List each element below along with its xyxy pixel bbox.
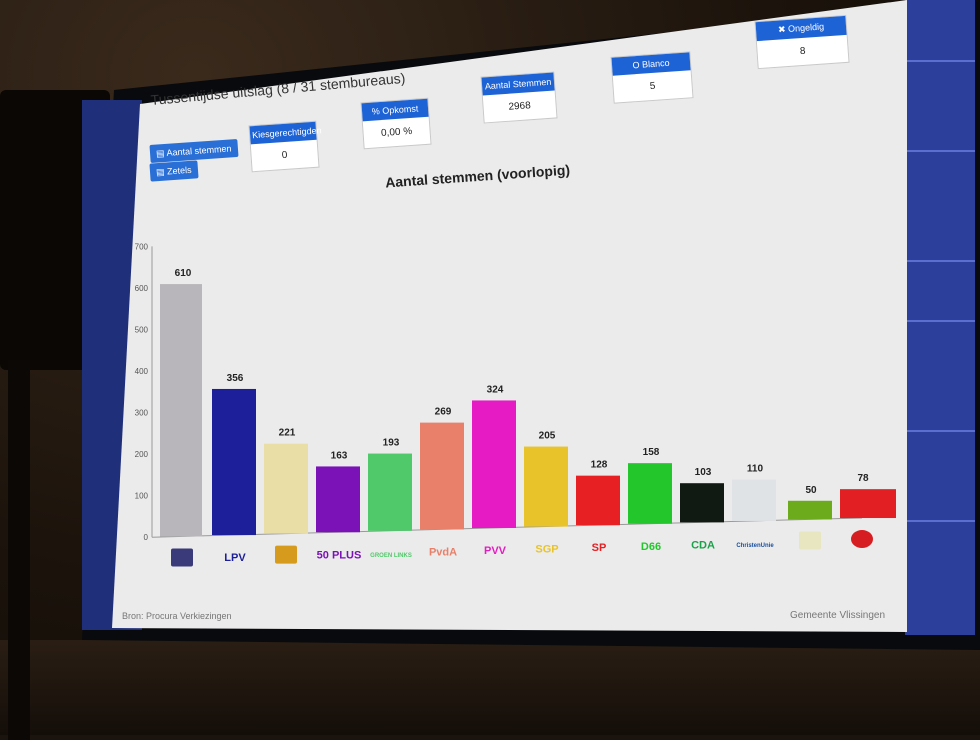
bar xyxy=(524,446,568,527)
bar-value-label: 128 xyxy=(591,460,608,471)
party-logo: ChristenUnie xyxy=(736,543,774,549)
org-label: Gemeente Vlissingen xyxy=(790,610,886,621)
y-tick-label: 300 xyxy=(135,409,149,418)
party-logo: D66 xyxy=(641,541,661,553)
bar xyxy=(840,489,896,519)
party-logo: GROEN LINKS xyxy=(370,553,412,559)
bar xyxy=(160,284,202,537)
bar-value-label: 50 xyxy=(805,485,817,496)
y-tick-label: 200 xyxy=(135,450,149,459)
bar-value-label: 205 xyxy=(539,431,556,442)
bar-value-label: 103 xyxy=(695,467,712,478)
y-tick-label: 400 xyxy=(135,367,149,376)
bar xyxy=(788,500,832,520)
bar xyxy=(212,388,256,536)
bar-value-label: 324 xyxy=(487,384,504,395)
bar-value-label: 163 xyxy=(331,450,348,461)
party-logo: CDA xyxy=(691,539,715,551)
bar xyxy=(680,483,724,523)
bar xyxy=(420,422,464,530)
bar-value-label: 78 xyxy=(857,473,869,484)
bar xyxy=(472,400,516,529)
source-label: Bron: Procura Verkiezingen xyxy=(122,611,232,621)
bar xyxy=(316,466,360,533)
bar-value-label: 269 xyxy=(435,407,452,418)
bar-value-label: 610 xyxy=(175,268,192,279)
bar xyxy=(368,453,412,531)
y-tick-label: 0 xyxy=(144,533,149,542)
y-tick-label: 600 xyxy=(135,284,149,293)
bar-value-label: 356 xyxy=(227,373,244,384)
map-strip-right xyxy=(905,0,975,635)
bar-value-label: 221 xyxy=(279,428,296,439)
bar xyxy=(576,475,620,526)
party-logo-icon xyxy=(799,531,821,550)
bar xyxy=(628,463,672,524)
y-tick-label: 100 xyxy=(135,492,149,501)
party-logo-icon xyxy=(275,545,297,564)
y-tick-label: 700 xyxy=(135,242,149,251)
party-logo: SGP xyxy=(535,544,558,556)
bar xyxy=(264,443,308,534)
y-tick-label: 500 xyxy=(135,325,149,334)
floor xyxy=(0,640,980,735)
party-logo: PvdA xyxy=(429,546,457,558)
bar-value-label: 193 xyxy=(383,438,400,449)
party-logo: SP xyxy=(592,542,607,554)
bar-value-label: 110 xyxy=(747,463,764,474)
party-logo-icon xyxy=(851,530,873,549)
bar-value-label: 158 xyxy=(643,447,660,458)
party-logo: 50 PLUS xyxy=(317,549,362,561)
bar xyxy=(732,479,776,521)
party-logo: LPV xyxy=(224,552,246,564)
pole xyxy=(8,360,30,740)
party-logo-icon xyxy=(171,548,193,567)
party-logo: PVV xyxy=(484,545,507,557)
